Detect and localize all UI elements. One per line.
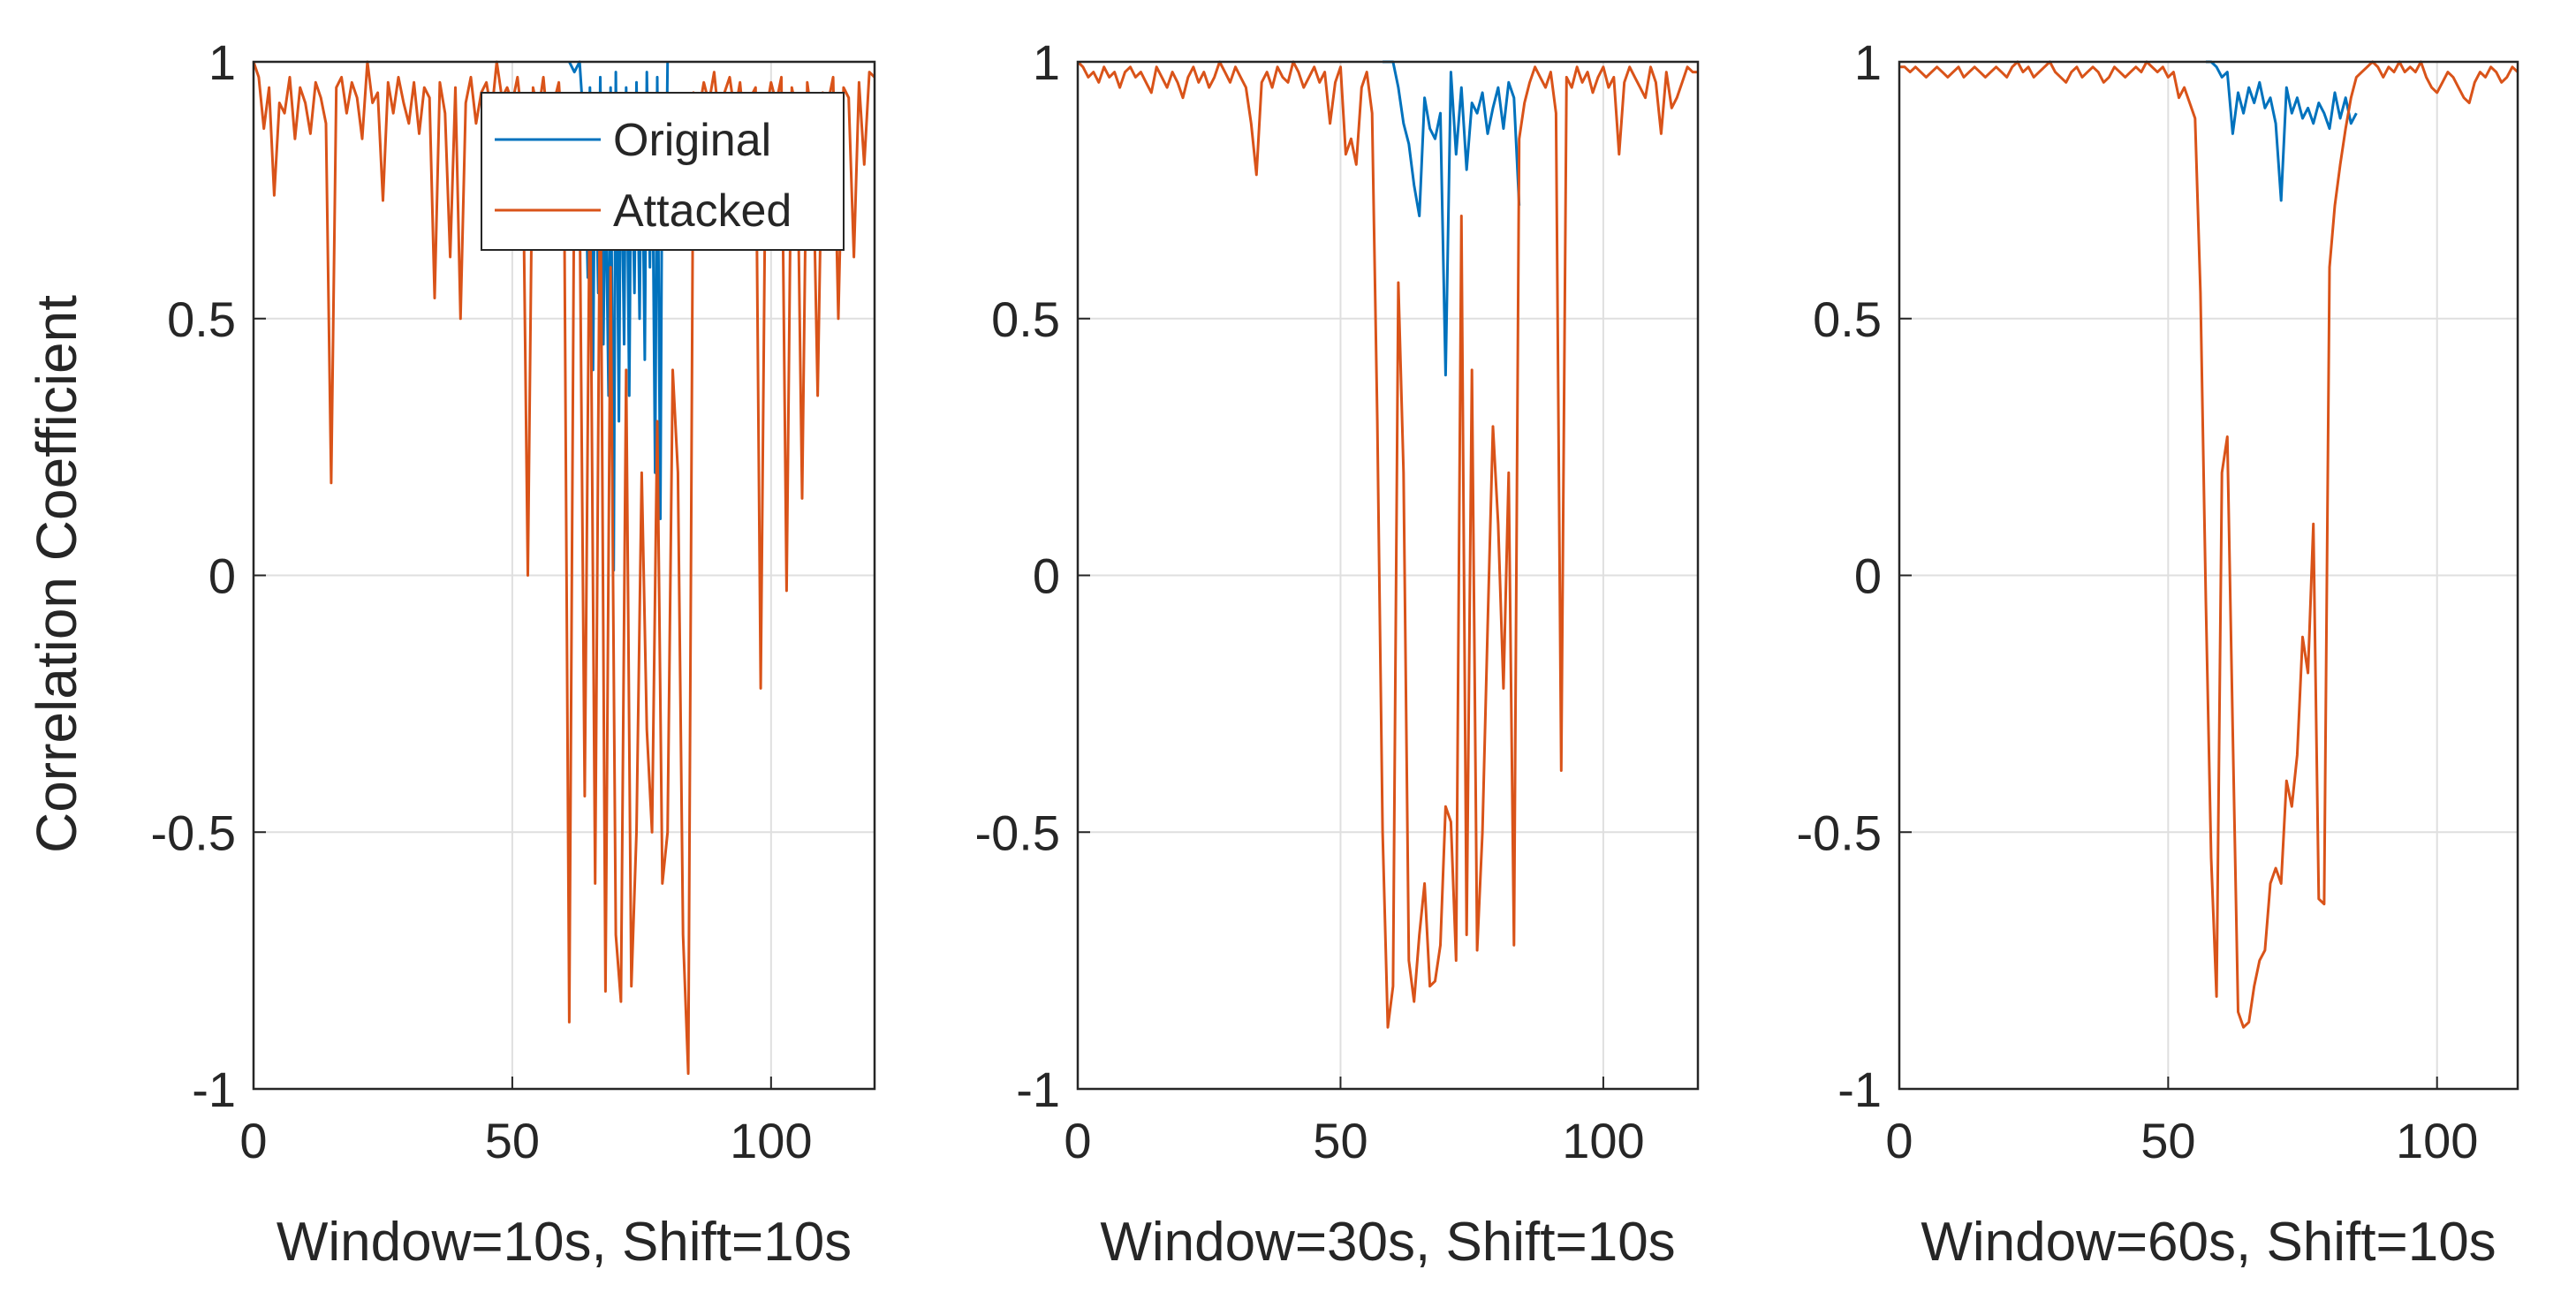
y-tick-label: -1 — [192, 1062, 236, 1117]
y-tick-label: 0 — [208, 548, 236, 604]
y-tick-label: -0.5 — [975, 805, 1061, 860]
y-tick-label: 1 — [1033, 34, 1060, 90]
x-tick-label: 50 — [1313, 1113, 1368, 1168]
chart-panel-3: 0 50 100 -1 -0.5 0 0.5 1 Window=60s, Shift=10s — [1797, 34, 2519, 1273]
x-tick-label: 100 — [1562, 1113, 1644, 1168]
y-tick-label: -1 — [1016, 1062, 1060, 1117]
x-tick-label: 100 — [730, 1113, 812, 1168]
y-tick-label: 0.5 — [1813, 291, 1882, 347]
x-axis-label: Window=60s, Shift=10s — [1921, 1212, 2496, 1273]
y-axis-label: Correlation Coefficient — [25, 295, 88, 853]
y-tick-label: 1 — [208, 34, 236, 90]
y-tick-label: 0.5 — [167, 291, 236, 347]
y-tick-label: 1 — [1854, 34, 1882, 90]
legend-attacked-label: Attacked — [613, 185, 792, 237]
y-tick-label: 0 — [1854, 548, 1882, 604]
legend-box — [481, 92, 845, 251]
series-line-attacked — [1076, 60, 1698, 1029]
x-tick-label: 50 — [2140, 1113, 2195, 1168]
x-tick-label: 50 — [485, 1113, 540, 1168]
chart-panel-2: 0 50 100 -1 -0.5 0 0.5 1 Window=30s, Shift=10s — [975, 34, 1700, 1273]
legend: Original Attacked — [481, 92, 845, 251]
x-tick-label: 0 — [239, 1113, 267, 1168]
series-line-original — [1383, 60, 1521, 377]
x-tick-label: 0 — [1885, 1113, 1913, 1168]
y-tick-label: 0.5 — [991, 291, 1060, 347]
y-tick-label: -1 — [1837, 1062, 1882, 1117]
x-tick-label: 0 — [1064, 1113, 1091, 1168]
x-axis-label: Window=10s, Shift=10s — [277, 1212, 852, 1273]
y-tick-label: 0 — [1033, 548, 1060, 604]
legend-original-label: Original — [613, 115, 771, 166]
y-tick-label: -0.5 — [151, 805, 237, 860]
x-tick-label: 100 — [2396, 1113, 2478, 1168]
x-axis-label: Window=30s, Shift=10s — [1100, 1212, 1675, 1273]
series-line-original — [2206, 60, 2358, 202]
series-line-attacked — [1899, 60, 2519, 1029]
chart-panel-1: 0 50 100 -1 -0.5 0 0.5 1 Window=10s, Shift=10s — [151, 34, 876, 1273]
y-tick-label: -0.5 — [1797, 805, 1883, 860]
